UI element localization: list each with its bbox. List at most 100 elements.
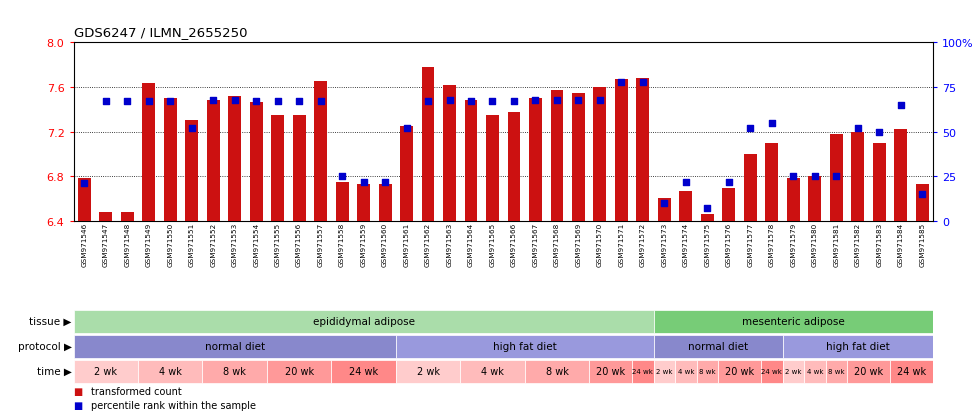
- Text: time ▶: time ▶: [36, 366, 72, 376]
- Point: [657, 200, 672, 207]
- Bar: [99, 212, 112, 221]
- Text: 8 wk: 8 wk: [699, 368, 715, 374]
- Point: [807, 173, 822, 180]
- Bar: [873, 143, 886, 221]
- Point: [678, 179, 694, 185]
- Bar: [830, 135, 843, 221]
- Text: high fat diet: high fat diet: [493, 342, 557, 351]
- Text: 2 wk: 2 wk: [657, 368, 672, 374]
- Bar: [357, 185, 370, 221]
- Bar: [654, 310, 933, 333]
- Bar: [400, 127, 413, 221]
- Bar: [572, 93, 585, 221]
- Bar: [654, 335, 783, 358]
- Bar: [761, 360, 783, 382]
- Point: [184, 126, 200, 132]
- Point: [270, 99, 285, 105]
- Point: [377, 179, 393, 185]
- Bar: [271, 116, 284, 221]
- Point: [163, 99, 178, 105]
- Bar: [185, 121, 198, 221]
- Point: [141, 99, 157, 105]
- Text: 2 wk: 2 wk: [94, 366, 118, 376]
- Text: normal diet: normal diet: [205, 342, 265, 351]
- Bar: [658, 199, 671, 221]
- Text: 4 wk: 4 wk: [807, 368, 823, 374]
- Text: 24 wk: 24 wk: [761, 368, 782, 374]
- Bar: [164, 99, 176, 221]
- Bar: [421, 68, 434, 221]
- Text: 8 wk: 8 wk: [223, 366, 246, 376]
- Bar: [203, 360, 267, 382]
- Bar: [396, 335, 654, 358]
- Point: [613, 79, 629, 86]
- Text: 20 wk: 20 wk: [284, 366, 314, 376]
- Bar: [722, 189, 735, 221]
- Bar: [121, 212, 133, 221]
- Bar: [915, 185, 929, 221]
- Bar: [589, 360, 632, 382]
- Bar: [74, 335, 396, 358]
- Bar: [138, 360, 203, 382]
- Point: [527, 97, 543, 104]
- Bar: [697, 360, 718, 382]
- Bar: [207, 101, 220, 221]
- Text: percentile rank within the sample: percentile rank within the sample: [91, 400, 256, 410]
- Bar: [74, 360, 138, 382]
- Bar: [783, 335, 933, 358]
- Text: GDS6247 / ILMN_2655250: GDS6247 / ILMN_2655250: [74, 26, 247, 39]
- Bar: [847, 360, 890, 382]
- Point: [356, 179, 371, 185]
- Bar: [636, 79, 650, 221]
- Bar: [808, 177, 821, 221]
- Bar: [852, 132, 864, 221]
- Bar: [315, 82, 327, 221]
- Bar: [594, 88, 607, 221]
- Point: [226, 97, 242, 104]
- Point: [120, 99, 135, 105]
- Bar: [615, 80, 628, 221]
- Point: [420, 99, 436, 105]
- Bar: [895, 130, 907, 221]
- Bar: [524, 360, 589, 382]
- Bar: [396, 360, 461, 382]
- Text: 8 wk: 8 wk: [546, 366, 568, 376]
- Bar: [461, 360, 524, 382]
- Point: [828, 173, 844, 180]
- Point: [334, 173, 350, 180]
- Point: [291, 99, 307, 105]
- Bar: [267, 360, 331, 382]
- Point: [313, 99, 328, 105]
- Text: 4 wk: 4 wk: [159, 366, 181, 376]
- Point: [206, 97, 221, 104]
- Text: epididymal adipose: epididymal adipose: [313, 316, 415, 326]
- Bar: [443, 85, 456, 221]
- Text: 4 wk: 4 wk: [677, 368, 694, 374]
- Text: 4 wk: 4 wk: [481, 366, 504, 376]
- Text: normal diet: normal diet: [688, 342, 748, 351]
- Text: 2 wk: 2 wk: [785, 368, 802, 374]
- Point: [764, 120, 780, 127]
- Bar: [74, 310, 654, 333]
- Bar: [654, 360, 675, 382]
- Bar: [529, 99, 542, 221]
- Bar: [783, 360, 804, 382]
- Bar: [744, 154, 757, 221]
- Bar: [701, 214, 713, 221]
- Point: [549, 97, 564, 104]
- Text: 20 wk: 20 wk: [596, 366, 625, 376]
- Bar: [632, 360, 654, 382]
- Bar: [718, 360, 761, 382]
- Text: ■: ■: [74, 386, 82, 396]
- Bar: [378, 185, 391, 221]
- Bar: [890, 360, 933, 382]
- Text: 24 wk: 24 wk: [632, 368, 654, 374]
- Point: [893, 102, 908, 109]
- Text: protocol ▶: protocol ▶: [18, 342, 72, 351]
- Point: [442, 97, 458, 104]
- Point: [743, 126, 759, 132]
- Text: transformed count: transformed count: [91, 386, 182, 396]
- Bar: [486, 116, 499, 221]
- Bar: [77, 179, 91, 221]
- Point: [635, 79, 651, 86]
